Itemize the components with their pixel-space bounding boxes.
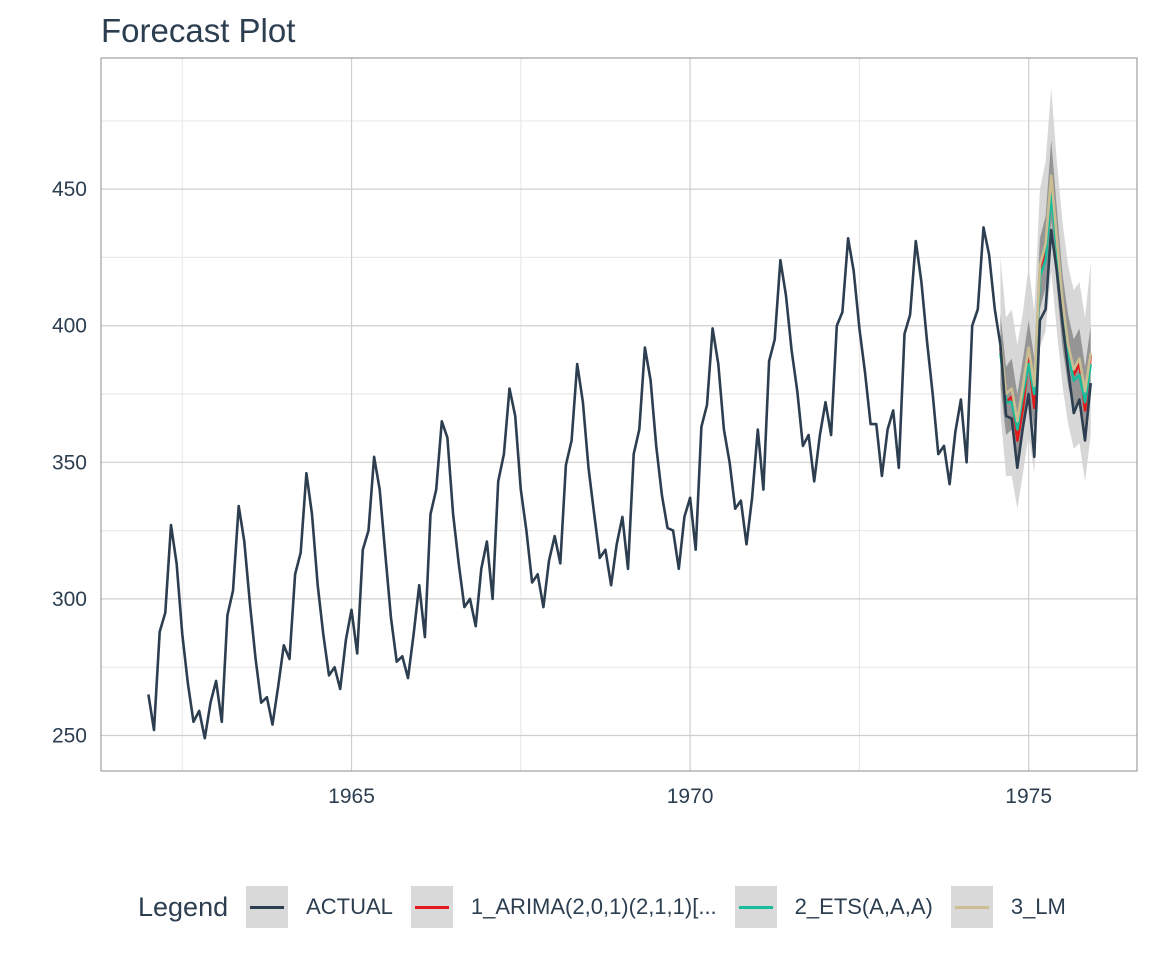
y-tick-label: 250 (52, 724, 87, 747)
legend-label-actual: ACTUAL (306, 894, 393, 919)
legend-item-lm: 3_LM (950, 886, 1066, 928)
legend: Legend ACTUAL 1_ARIMA(2,0,1)(2,1,1)[... … (138, 884, 1084, 930)
legend-label-lm: 3_LM (1010, 894, 1066, 919)
panel-border (100, 57, 1138, 772)
y-tick-label: 450 (52, 178, 87, 201)
chart-title: Forecast Plot (101, 12, 296, 49)
legend-key-actual (246, 886, 289, 928)
legend-item-arima: 1_ARIMA(2,0,1)(2,1,1)[... (410, 886, 717, 928)
legend-label-arima: 1_ARIMA(2,0,1)(2,1,1)[... (470, 894, 717, 919)
legend-key-arima (410, 886, 453, 928)
y-tick-label: 300 (52, 588, 87, 611)
legend-key-lm (950, 886, 993, 928)
legend-item-ets: 2_ETS(A,A,A) (734, 886, 933, 928)
legend-label-ets: 2_ETS(A,A,A) (794, 894, 933, 919)
y-tick-label: 400 (52, 315, 87, 338)
x-tick-label: 1970 (667, 785, 714, 808)
series-line-actual (147, 226, 1092, 740)
legend-key-ets (734, 886, 777, 928)
x-tick-label: 1975 (1005, 785, 1052, 808)
series-line-ets (999, 193, 1092, 431)
x-tick-label: 1965 (328, 785, 375, 808)
legend-item-actual: ACTUAL (246, 886, 393, 928)
series-line-lm (999, 174, 1092, 423)
legend-title: Legend (138, 891, 229, 922)
y-tick-label: 350 (52, 451, 87, 474)
